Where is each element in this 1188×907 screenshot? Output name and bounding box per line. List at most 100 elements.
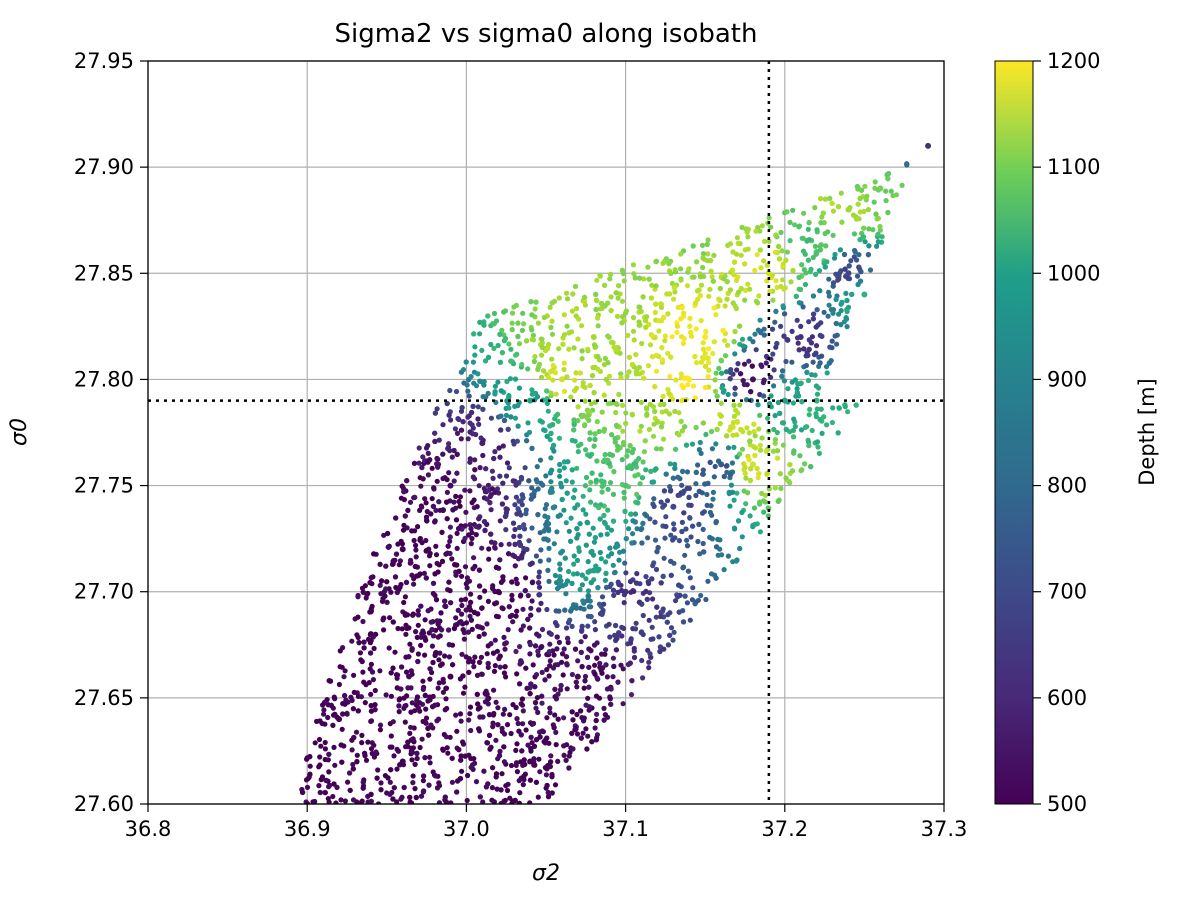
scatter-point <box>586 684 592 690</box>
scatter-point <box>423 637 429 643</box>
scatter-point <box>513 613 519 619</box>
scatter-point <box>500 574 506 580</box>
scatter-point <box>436 562 442 568</box>
scatter-point <box>369 750 375 757</box>
scatter-point <box>427 563 433 569</box>
scatter-point <box>362 750 368 756</box>
scatter-point <box>520 721 526 727</box>
scatter-point <box>711 474 717 480</box>
scatter-point <box>477 714 483 720</box>
scatter-point <box>849 291 855 297</box>
scatter-point <box>599 670 605 676</box>
scatter-point <box>449 755 455 761</box>
scatter-point <box>454 470 460 476</box>
scatter-point <box>585 695 591 701</box>
scatter-point <box>425 472 431 478</box>
scatter-point <box>480 406 486 412</box>
scatter-point <box>652 408 658 414</box>
scatter-point <box>475 404 481 410</box>
scatter-point <box>388 589 394 595</box>
scatter-point <box>601 601 607 607</box>
scatter-point <box>637 428 643 434</box>
scatter-point <box>488 341 494 348</box>
scatter-point <box>730 424 736 430</box>
scatter-point <box>556 639 563 646</box>
scatter-point <box>610 518 617 524</box>
scatter-point <box>714 393 720 399</box>
scatter-point <box>873 211 879 217</box>
scatter-point <box>877 185 884 192</box>
scatter-point <box>551 725 557 731</box>
scatter-point <box>521 545 527 552</box>
scatter-point <box>710 489 717 495</box>
scatter-point <box>819 430 825 436</box>
scatter-point <box>477 583 483 589</box>
scatter-point <box>794 386 800 392</box>
scatter-point <box>569 730 575 736</box>
scatter-point <box>557 574 563 580</box>
scatter-point <box>465 629 471 635</box>
scatter-point <box>418 503 424 509</box>
scatter-point <box>447 734 453 740</box>
scatter-point <box>845 206 852 213</box>
scatter-point <box>565 459 571 465</box>
scatter-point <box>593 306 599 313</box>
scatter-point <box>512 797 518 804</box>
scatter-point <box>580 598 586 604</box>
scatter-point <box>561 360 567 366</box>
scatter-point <box>598 472 604 478</box>
scatter-point <box>688 534 694 540</box>
scatter-point <box>543 473 549 479</box>
scatter-point <box>449 556 455 562</box>
scatter-point <box>589 470 595 476</box>
scatter-point <box>419 540 425 546</box>
scatter-point <box>752 433 758 439</box>
scatter-point <box>583 474 590 481</box>
scatter-point <box>654 549 660 555</box>
scatter-point <box>623 310 629 316</box>
scatter-point <box>739 224 745 230</box>
scatter-point <box>862 239 868 245</box>
scatter-point <box>563 591 569 597</box>
scatter-point <box>423 500 429 506</box>
scatter-point <box>506 604 512 610</box>
scatter-point <box>514 438 521 444</box>
scatter-point <box>391 753 397 759</box>
scatter-point <box>417 536 423 542</box>
scatter-point <box>684 600 691 606</box>
scatter-point <box>757 247 763 253</box>
scatter-point <box>766 238 772 244</box>
scatter-point <box>472 467 478 473</box>
scatter-point <box>695 288 701 294</box>
scatter-point <box>630 262 637 268</box>
scatter-point <box>330 722 336 728</box>
scatter-point <box>462 564 469 570</box>
scatter-point <box>845 270 852 277</box>
scatter-point <box>534 695 541 701</box>
scatter-point <box>530 332 537 338</box>
scatter-point <box>527 691 533 697</box>
scatter-point <box>438 610 444 616</box>
scatter-point <box>783 358 789 365</box>
scatter-point <box>803 424 809 430</box>
scatter-point <box>485 701 491 707</box>
scatter-point <box>656 328 662 334</box>
scatter-point <box>539 626 546 633</box>
scatter-point <box>780 277 786 283</box>
scatter-point <box>552 620 559 626</box>
scatter-point <box>446 412 452 418</box>
scatter-point <box>688 329 694 335</box>
scatter-point <box>644 596 650 602</box>
scatter-point <box>546 649 552 655</box>
scatter-point <box>508 358 514 364</box>
scatter-point <box>512 526 518 533</box>
scatter-point <box>507 712 513 718</box>
scatter-point <box>402 703 408 709</box>
scatter-point <box>433 507 439 513</box>
scatter-point <box>512 415 519 421</box>
scatter-point <box>662 535 668 541</box>
scatter-point <box>825 313 831 319</box>
scatter-point <box>563 520 569 526</box>
scatter-point <box>596 428 602 435</box>
